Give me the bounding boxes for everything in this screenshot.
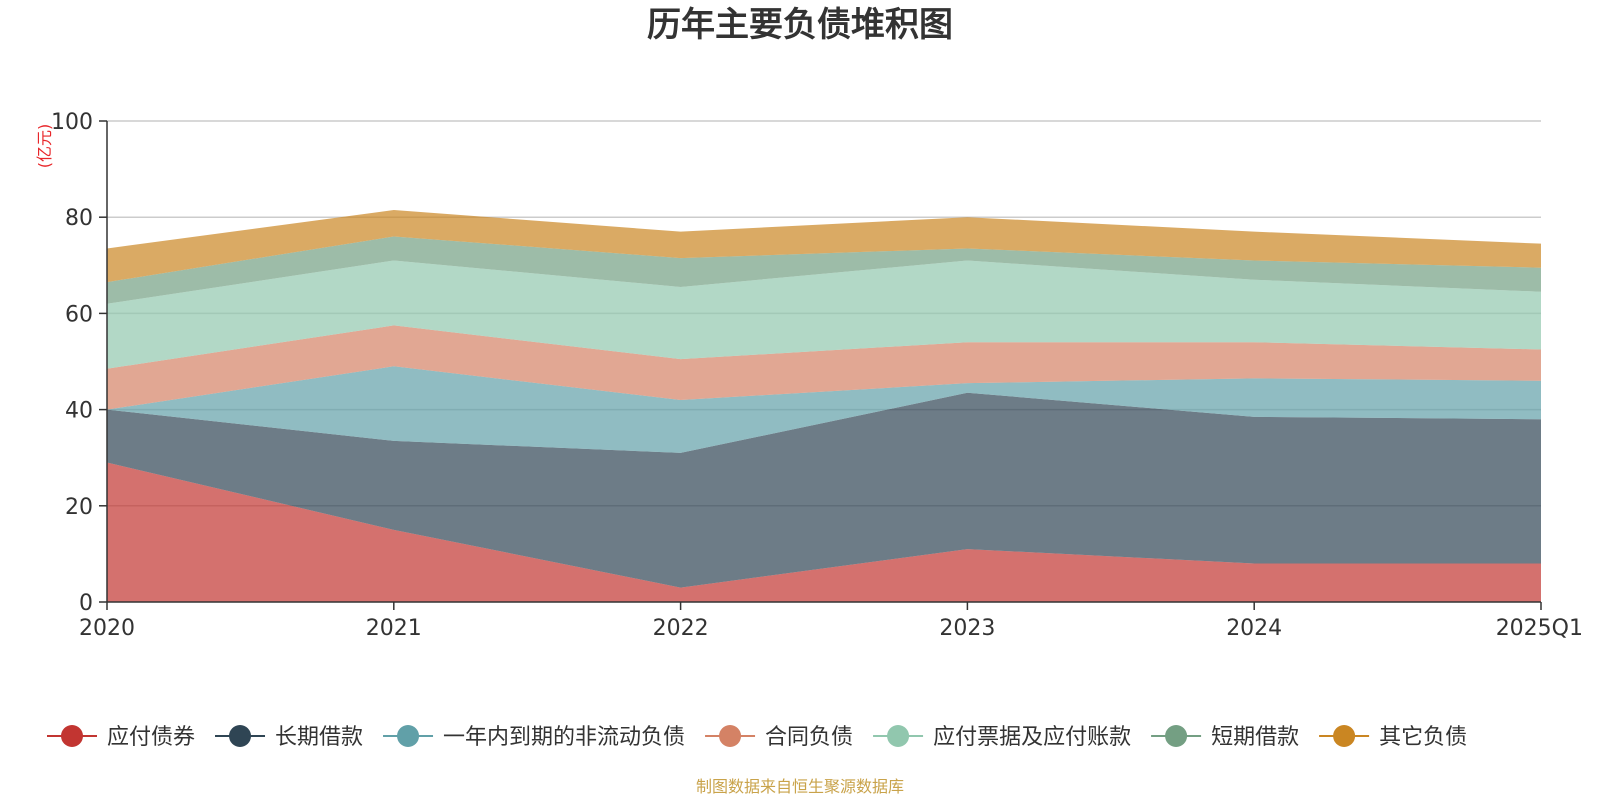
x-tick-label: 2025Q1 (1496, 616, 1583, 641)
y-axis-unit-label: (亿元) (35, 124, 54, 169)
y-tick-label: 40 (65, 399, 93, 424)
area-series-5 (107, 260, 1541, 369)
legend-item: 长期借款 (215, 725, 363, 750)
x-tick-label: 2020 (79, 616, 135, 641)
x-tick-label: 2023 (939, 616, 995, 641)
x-tick-label: 2021 (366, 616, 422, 641)
legend-label: 合同负债 (765, 725, 853, 750)
legend-label: 短期借款 (1211, 725, 1299, 750)
y-tick-label: 80 (65, 206, 93, 231)
legend-label: 应付票据及应付账款 (933, 725, 1131, 750)
area-series-2 (107, 392, 1541, 588)
legend-label: 应付债券 (107, 725, 195, 750)
legend-item: 合同负债 (705, 725, 853, 750)
legend-marker (1333, 725, 1356, 747)
legend-item: 一年内到期的非流动负债 (383, 725, 685, 750)
area-series-group (107, 209, 1541, 602)
legend: 应付债券 长期借款 一年内到期的非流动负债 合同负债 应付票据及应付账款 短期借款 其它负债 (47, 725, 1467, 750)
legend-marker (229, 725, 252, 747)
data-source-note: 制图数据来自恒生聚源数据库 (696, 777, 904, 796)
y-tick-label: 100 (51, 110, 93, 135)
area-series-1 (107, 462, 1541, 602)
legend-label: 一年内到期的非流动负债 (443, 725, 685, 750)
area-series-7 (107, 209, 1541, 283)
x-tick-label: 2024 (1226, 616, 1282, 641)
legend-item: 其它负债 (1319, 725, 1467, 750)
y-tick-label: 0 (79, 591, 93, 616)
area-series-6 (107, 236, 1541, 304)
legend-item: 应付债券 (47, 725, 195, 750)
axes: 0 20 40 60 80 100 2020 2021 2022 2023 2024 2025Q1 (51, 110, 1583, 641)
x-tick-label: 2022 (653, 616, 709, 641)
y-tick-label: 60 (65, 302, 93, 327)
legend-label: 长期借款 (275, 725, 363, 750)
legend-marker (719, 725, 742, 747)
legend-item: 短期借款 (1151, 725, 1299, 750)
y-tick-label: 20 (65, 495, 93, 520)
chart-title: 历年主要负债堆积图 (647, 5, 953, 45)
area-series-4 (107, 325, 1541, 410)
legend-marker (61, 725, 83, 747)
legend-marker (887, 725, 910, 747)
legend-label: 其它负债 (1379, 725, 1467, 750)
legend-marker (397, 725, 420, 747)
area-series-3 (107, 366, 1541, 453)
legend-marker (1165, 725, 1188, 747)
legend-item: 应付票据及应付账款 (873, 725, 1131, 750)
